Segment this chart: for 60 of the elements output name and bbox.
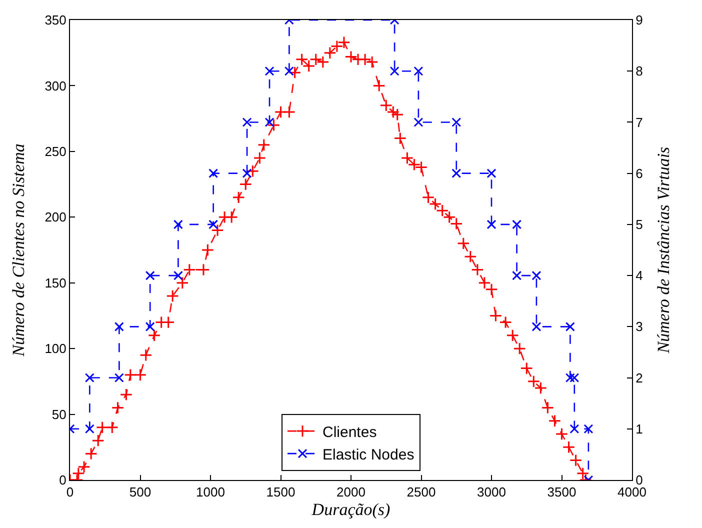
- y2-tick-label: 9: [636, 12, 643, 28]
- point: [208, 220, 218, 230]
- y-tick-label: 150: [44, 275, 66, 290]
- y-tick-label: 300: [44, 78, 66, 94]
- x-tick-label: 1500: [266, 484, 296, 500]
- y-tick-label: 200: [44, 210, 66, 225]
- x-tick-label: 2500: [406, 484, 436, 500]
- point: [242, 168, 252, 178]
- x-tick-label: 500: [129, 484, 152, 500]
- y2-tick-label: 4: [636, 268, 643, 284]
- point: [512, 220, 522, 230]
- point: [284, 66, 294, 76]
- x-axis-title: Duração(s): [310, 500, 391, 519]
- point: [145, 322, 155, 332]
- point: [452, 117, 462, 127]
- point: [173, 270, 183, 280]
- point: [452, 168, 462, 178]
- x-tick-label: 2000: [336, 484, 366, 500]
- point: [390, 66, 400, 76]
- y-tick-label: 50: [52, 406, 66, 422]
- y2-tick-label: 5: [636, 216, 643, 232]
- y-tick-label: 100: [44, 341, 66, 356]
- point: [114, 373, 124, 383]
- point: [565, 373, 575, 383]
- y-axis-title: Número de Clientes no Sistema: [9, 144, 28, 358]
- point: [486, 168, 496, 178]
- point: [565, 322, 575, 332]
- point: [114, 322, 124, 332]
- point: [84, 424, 94, 434]
- point: [414, 117, 424, 127]
- point: [486, 220, 496, 230]
- point: [264, 66, 274, 76]
- y-tick-label: 350: [44, 12, 66, 28]
- y-tick-label: 250: [44, 144, 66, 159]
- point: [84, 373, 94, 383]
- y-tick-label: 0: [59, 472, 66, 488]
- point: [512, 270, 522, 280]
- y2-tick-label: 2: [636, 370, 643, 386]
- point: [208, 168, 218, 178]
- point: [584, 424, 594, 434]
- point: [414, 66, 424, 76]
- point: [145, 270, 155, 280]
- point: [570, 373, 580, 383]
- y2-axis-title: Número de Instâncias Virtuais: [654, 146, 674, 354]
- point: [532, 270, 542, 280]
- y2-tick-label: 7: [636, 114, 643, 130]
- legend-label: Clientes: [322, 424, 377, 441]
- point: [173, 220, 183, 230]
- x-tick-label: 1000: [196, 484, 225, 500]
- point: [242, 117, 252, 127]
- x-tick-label: 3000: [477, 484, 506, 500]
- y2-tick-label: 6: [636, 166, 643, 181]
- y2-tick-label: 1: [636, 421, 643, 436]
- legend-label: Elastic Nodes: [322, 446, 414, 464]
- point: [264, 117, 274, 127]
- point: [532, 322, 542, 332]
- y2-tick-label: 3: [636, 319, 643, 334]
- y2-tick-label: 8: [636, 64, 643, 79]
- x-tick-label: 3500: [547, 484, 576, 500]
- point: [570, 424, 580, 434]
